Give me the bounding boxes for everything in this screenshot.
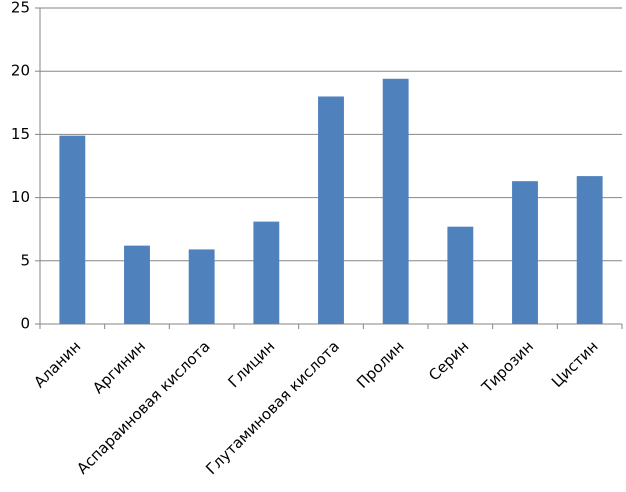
- bar: [318, 96, 344, 324]
- y-tick-label: 5: [20, 251, 30, 269]
- x-tick-label: Пролин: [353, 337, 408, 392]
- bar: [59, 135, 86, 324]
- y-tick-label: 0: [20, 315, 30, 333]
- bar: [447, 226, 474, 324]
- bar: [382, 78, 409, 324]
- x-tick-label: Серин: [425, 337, 472, 384]
- y-tick-label: 10: [11, 188, 30, 206]
- y-tick-label: 25: [11, 0, 30, 17]
- x-tick-label: Тирозин: [478, 337, 538, 397]
- y-tick-label: 15: [11, 125, 30, 143]
- x-tick-label: Аспараиновая кислота: [73, 337, 213, 477]
- x-tick-label: Глицин: [224, 337, 278, 391]
- bar: [188, 249, 215, 324]
- x-tick-label: Глутаминовая кислота: [202, 337, 343, 478]
- bar: [512, 181, 538, 324]
- bar: [576, 176, 603, 324]
- bar: [124, 245, 150, 324]
- bar: [253, 221, 280, 324]
- y-tick-label: 20: [11, 62, 30, 80]
- x-tick-label: Аланин: [30, 337, 84, 391]
- x-tick-label: Цистин: [548, 337, 602, 391]
- x-tick-label: Аргинин: [89, 337, 149, 397]
